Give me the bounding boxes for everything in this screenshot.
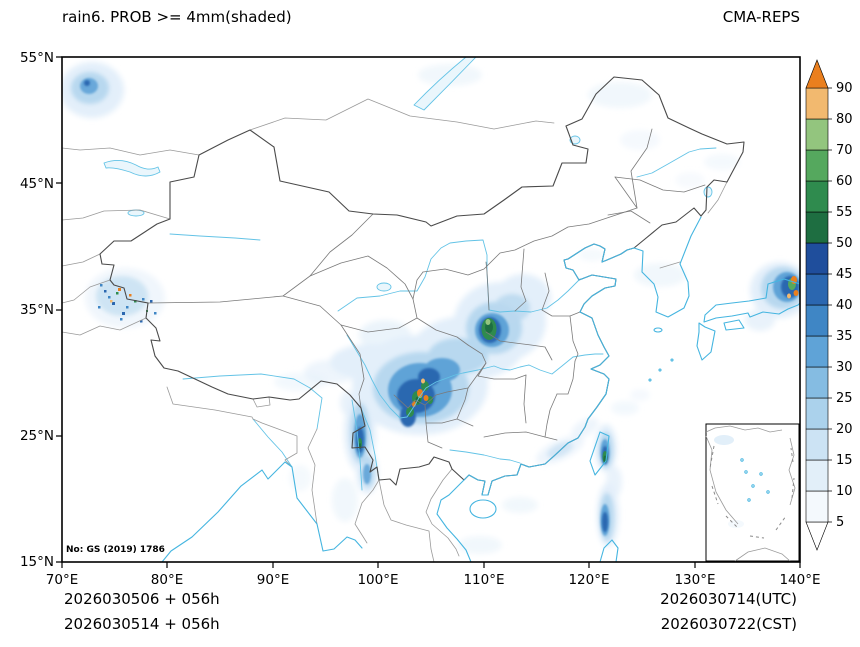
high-probability-cores (110, 276, 799, 463)
x-axis-ticks (61, 562, 801, 568)
colorbar-label: 40 (836, 298, 853, 313)
colorbar-label: 50 (836, 236, 853, 251)
colorbar-label: 80 (836, 112, 853, 127)
x-tick-label: 80°E (151, 572, 183, 588)
y-tick-label: 55°N (20, 50, 54, 66)
x-tick-label: 90°E (257, 572, 289, 588)
colorbar-cell (805, 211, 829, 244)
colorbar-cell (805, 335, 829, 368)
colorbar-label: 25 (836, 391, 853, 406)
y-axis-ticks (56, 56, 62, 563)
colorbar-label: 45 (836, 267, 853, 282)
south-china-sea-inset (705, 423, 800, 562)
x-tick-label: 130°E (674, 572, 715, 588)
colorbar-cell (805, 428, 829, 461)
colorbar-label: 55 (836, 205, 853, 220)
colorbar-label: 30 (836, 360, 853, 375)
coastlines (161, 216, 800, 562)
colorbar-cell (805, 304, 829, 337)
speckle-cells (98, 284, 157, 323)
colorbar-cell (805, 242, 829, 275)
colorbar-label: 5 (836, 515, 844, 530)
colorbar-cell (805, 459, 829, 492)
colorbar-label: 20 (836, 422, 853, 437)
colorbar-cell (805, 490, 829, 523)
y-tick-label: 15°N (20, 554, 54, 570)
colorbar-labels: 5 10 15 20 25 30 35 40 45 50 55 60 70 80… (836, 81, 853, 530)
valid-time-cst: 2026030722(CST) (661, 615, 797, 633)
colorbar-above-arrow (805, 59, 829, 89)
y-axis-labels: 55°N 45°N 35°N 25°N 15°N (20, 50, 54, 570)
colorbar-label: 15 (836, 453, 853, 468)
colorbar-cell (805, 149, 829, 182)
colorbar: 5 10 15 20 25 30 35 40 45 50 55 60 70 80… (805, 59, 853, 551)
colorbar-below-arrow (805, 521, 829, 551)
map-frame (56, 56, 801, 568)
colorbar-label: 10 (836, 484, 853, 499)
x-tick-label: 120°E (568, 572, 609, 588)
x-axis-labels: 70°E 80°E 90°E 100°E 110°E 120°E 130°E 1… (46, 572, 821, 588)
colorbar-label: 70 (836, 143, 853, 158)
x-tick-label: 70°E (46, 572, 78, 588)
colorbar-cell (805, 273, 829, 306)
init-time-line2: 2026030514 + 056h (64, 615, 220, 633)
precipitation-shading (62, 62, 800, 554)
colorbar-cell (805, 118, 829, 151)
valid-time-utc: 2026030714(UTC) (660, 590, 797, 608)
map-license-note: No: GS (2019) 1786 (66, 545, 165, 555)
x-tick-label: 110°E (463, 572, 504, 588)
foreign-borders (62, 98, 728, 562)
colorbar-label: 90 (836, 81, 853, 96)
y-tick-label: 35°N (20, 302, 54, 318)
colorbar-cell (805, 180, 829, 213)
y-tick-label: 45°N (20, 176, 54, 192)
colorbar-label: 60 (836, 174, 853, 189)
x-tick-label: 140°E (779, 572, 820, 588)
model-name: CMA-REPS (723, 8, 800, 26)
colorbar-cell (805, 366, 829, 399)
colorbar-cell (805, 397, 829, 430)
plot-title: rain6. PROB >= 4mm(shaded) (62, 8, 292, 26)
rivers (169, 147, 717, 491)
y-tick-label: 25°N (20, 428, 54, 444)
colorbar-cell (805, 87, 829, 120)
lakes (103, 57, 713, 292)
footer: 2026030506 + 056h 2026030514 + 056h 2026… (64, 590, 797, 633)
init-time-line1: 2026030506 + 056h (64, 590, 220, 608)
x-tick-label: 100°E (357, 572, 398, 588)
colorbar-label: 35 (836, 329, 853, 344)
province-borders (147, 128, 706, 449)
colorbar-ticks (828, 87, 832, 523)
